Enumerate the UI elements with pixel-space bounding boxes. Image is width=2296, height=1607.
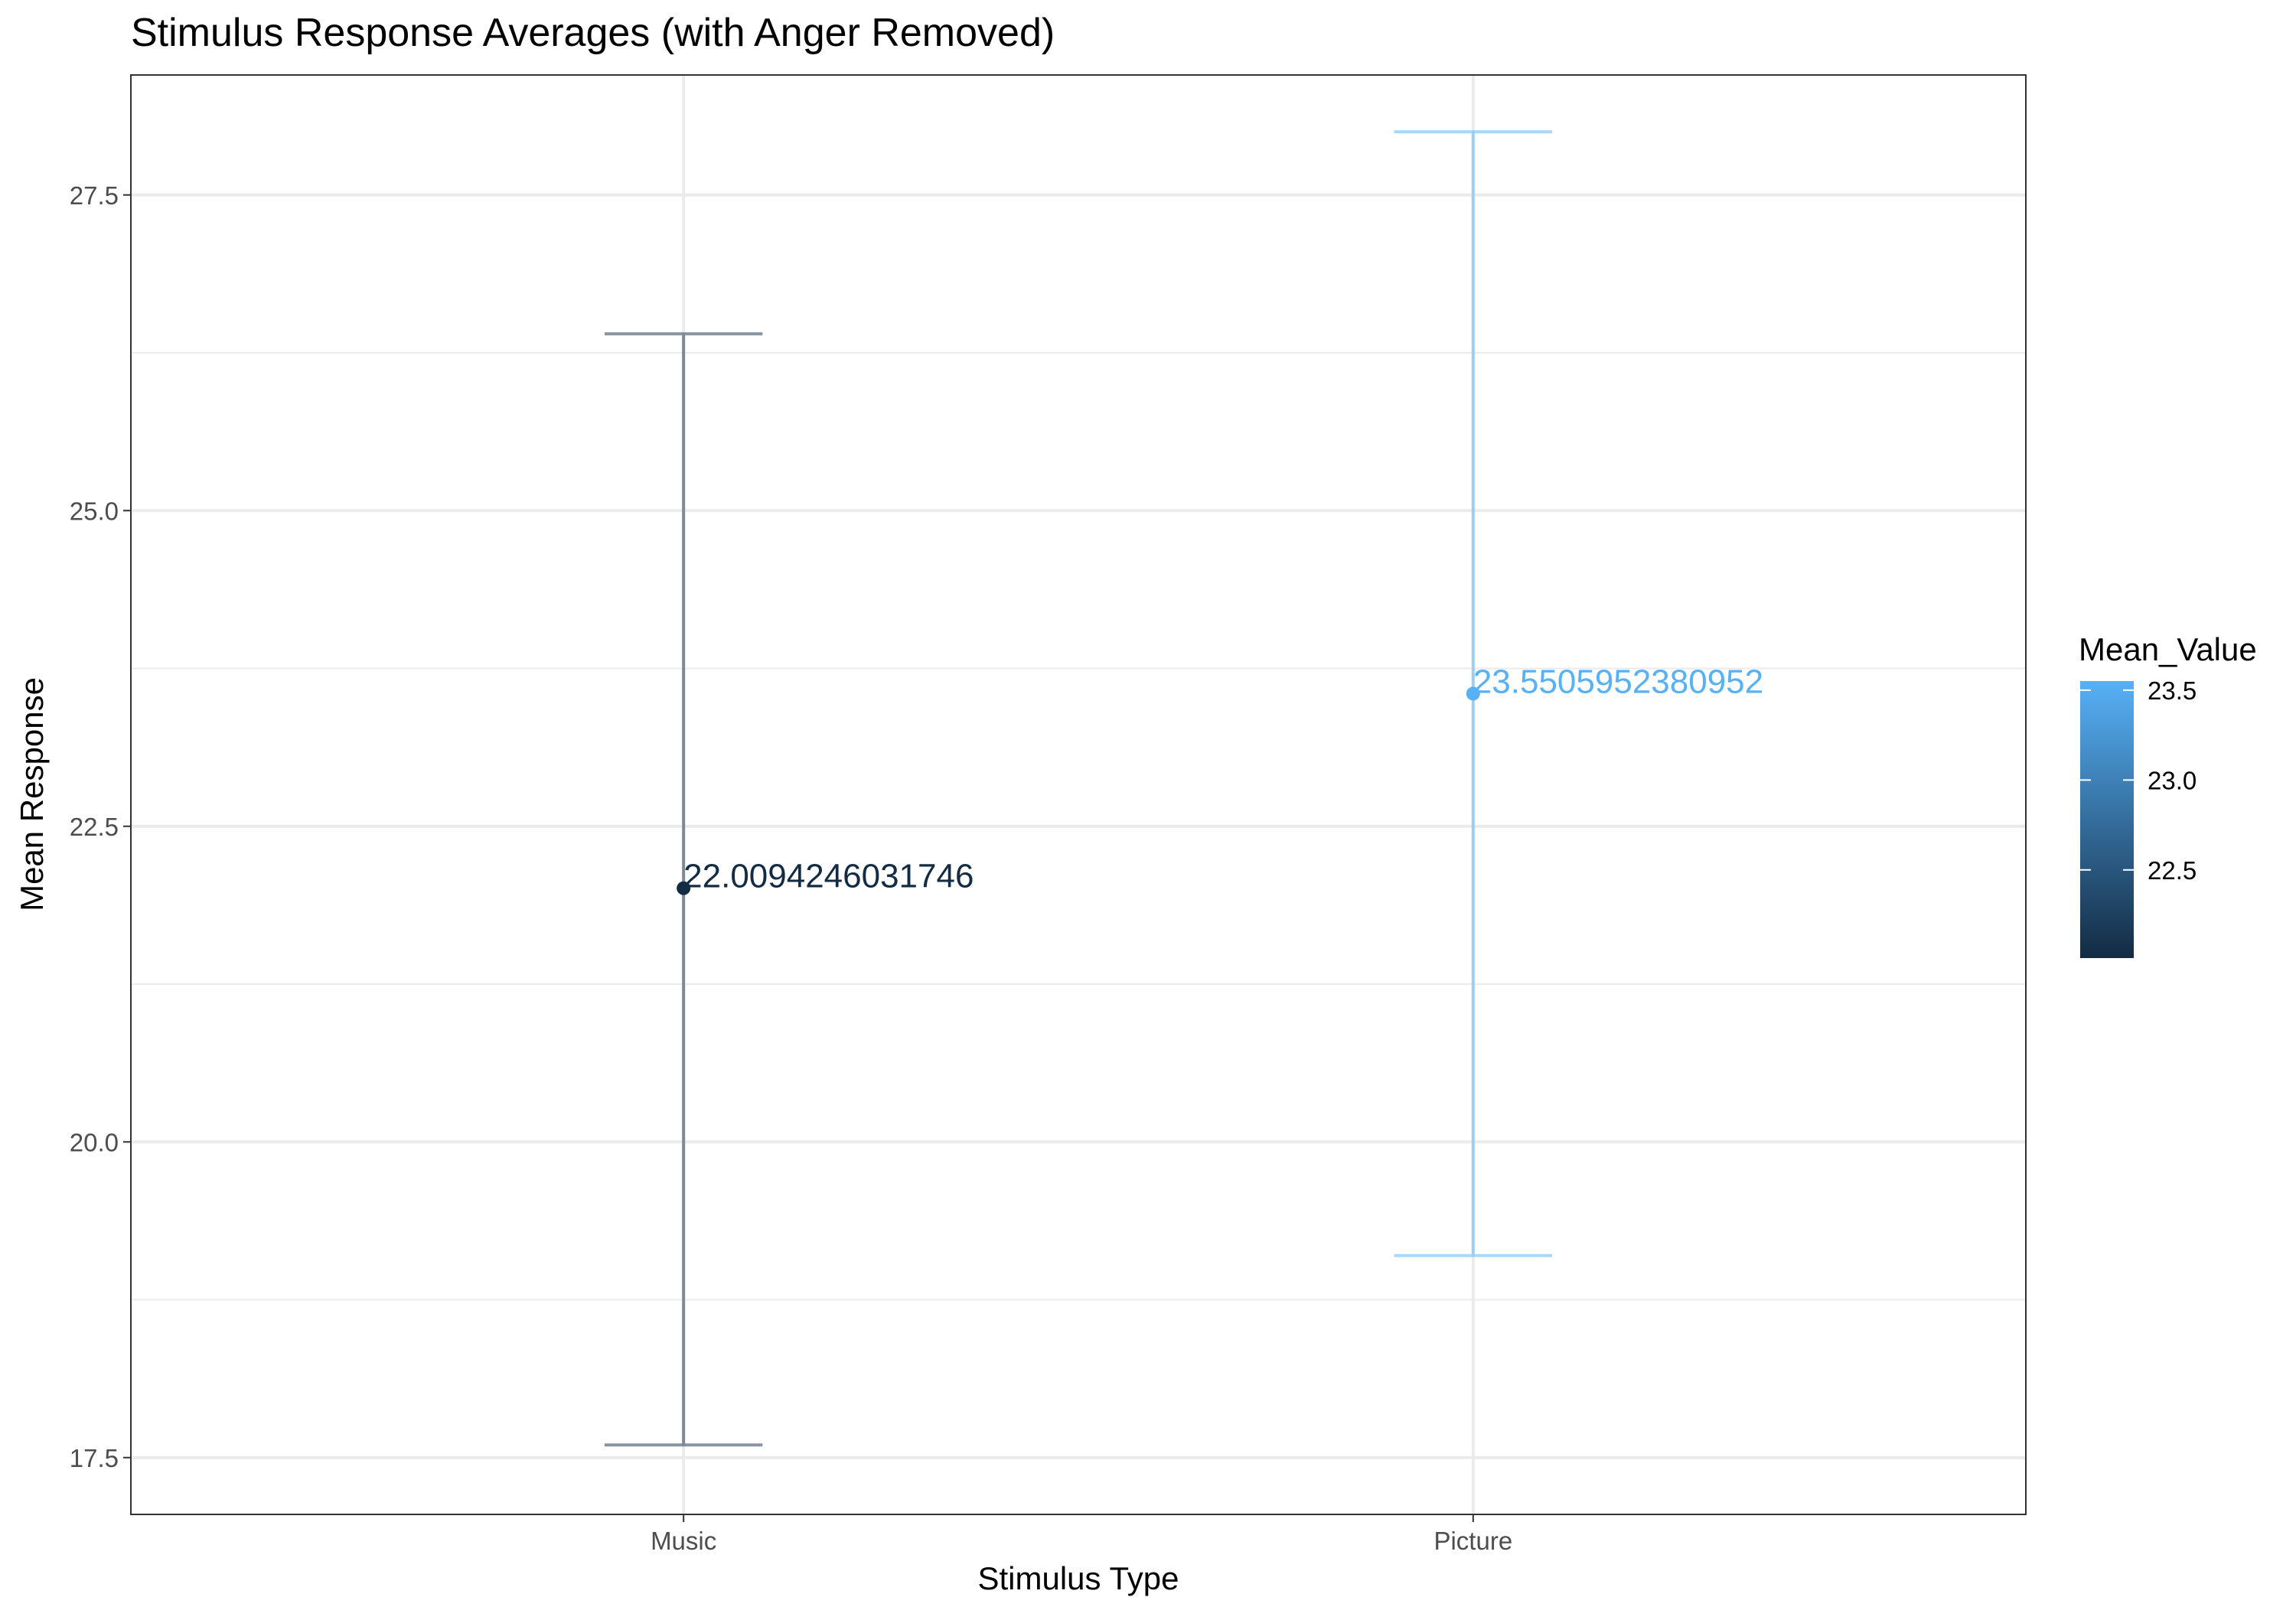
y-axis: 17.5 20.0 22.5 25.0 27.5 (70, 181, 131, 1472)
chart-title: Stimulus Response Averages (with Anger R… (131, 11, 1055, 55)
legend-tick-label: 23.0 (2148, 766, 2197, 794)
legend-colorbar (2080, 681, 2134, 958)
legend-tick-label: 23.5 (2148, 676, 2197, 705)
legend-title: Mean_Value (2079, 631, 2257, 667)
y-tick-label: 17.5 (70, 1444, 119, 1472)
data-label: 22.0094246031746 (683, 858, 974, 895)
legend-ticks: 22.5 23.0 23.5 (2080, 676, 2197, 885)
x-axis-title: Stimulus Type (977, 1560, 1179, 1596)
y-tick-label: 22.5 (70, 813, 119, 841)
plot-border (130, 74, 2027, 1515)
y-tick-label: 27.5 (70, 181, 119, 210)
plot-background (131, 75, 2026, 1514)
data-marks: 22.0094246031746 23.5505952380952 (605, 130, 1763, 1447)
legend-tick-label: 22.5 (2148, 856, 2197, 885)
data-point (677, 881, 691, 895)
data-point (1466, 686, 1480, 701)
x-tick-label: Music (651, 1527, 716, 1555)
y-axis-title: Mean Response (14, 677, 50, 911)
data-label: 23.5505952380952 (1473, 663, 1763, 700)
y-tick-label: 20.0 (70, 1128, 119, 1156)
color-legend: Mean_Value 22.5 23.0 23.5 (2079, 631, 2257, 958)
x-axis: Music Picture (651, 1514, 1512, 1555)
x-tick-label: Picture (1433, 1527, 1512, 1555)
y-tick-label: 25.0 (70, 497, 119, 525)
